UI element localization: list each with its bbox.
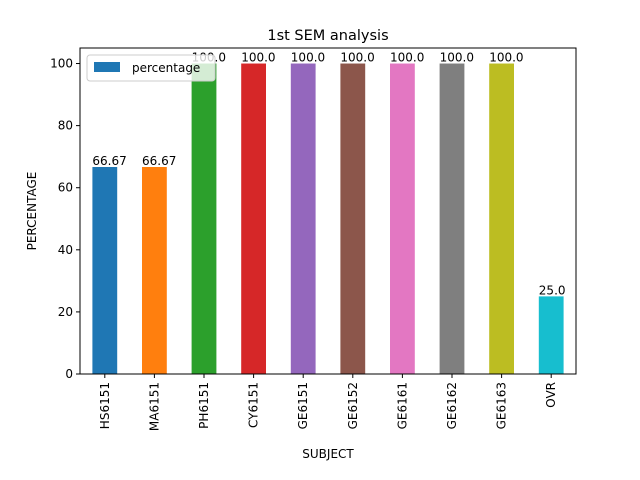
bar-ma6151 [142, 167, 167, 374]
x-tick-label: MA6151 [147, 382, 161, 431]
plot-area-frame [79, 47, 577, 375]
data-label: 100.0 [489, 51, 523, 65]
chart-title: 1st SEM analysis [267, 28, 388, 44]
legend-box [86, 54, 216, 82]
x-tick-label: GE6163 [495, 382, 509, 429]
y-tick-label: 20 [58, 305, 73, 319]
y-tick-label: 100 [50, 57, 73, 71]
bar-ge6163 [489, 63, 514, 375]
data-label: 25.0 [539, 283, 566, 297]
bar-hs6151 [92, 167, 118, 374]
y-tick-label: 80 [58, 119, 73, 133]
x-tick-label: CY6151 [247, 382, 261, 428]
y-tick-label: 40 [58, 243, 73, 257]
bar-cy6151 [241, 63, 266, 375]
bar-ge6152 [340, 63, 366, 375]
y-tick-label: 60 [58, 181, 73, 195]
bar-ge6162 [439, 63, 465, 375]
x-tick-label: GE6162 [445, 382, 459, 429]
y-axis-ticks: 0 20 40 60 80 100 [50, 57, 80, 381]
x-axis-ticks: HS6151 MA6151 PH6151 CY6151 GE6151 GE6152 GE61… [98, 374, 558, 431]
y-tick-label: 0 [65, 367, 73, 381]
x-axis-label: SUBJECT [302, 447, 354, 461]
data-labels: 66.67 66.67 100.0 100.0 100.0 100.0 100.0 100.0… [92, 51, 565, 298]
x-tick-label: PH6151 [197, 382, 211, 429]
data-label: 100.0 [291, 51, 325, 65]
data-label: 100.0 [340, 51, 374, 65]
bar-ovr [538, 296, 564, 374]
data-label: 66.67 [92, 154, 126, 168]
x-tick-label: OVR [544, 382, 558, 408]
bar-ph6151 [191, 63, 217, 375]
y-axis-label: PERCENTAGE [25, 172, 39, 251]
x-tick-label: HS6151 [98, 382, 112, 429]
bar-ge6151 [290, 63, 316, 375]
data-label: 100.0 [241, 51, 275, 65]
bars [92, 63, 564, 375]
data-label: 66.67 [142, 154, 176, 168]
bar-ge6161 [390, 63, 415, 375]
legend-swatch [94, 62, 120, 72]
data-label: 100.0 [390, 51, 424, 65]
legend: percentage [86, 54, 216, 82]
x-tick-label: GE6152 [346, 382, 360, 429]
x-tick-label: GE6151 [296, 382, 310, 429]
x-tick-label: GE6161 [395, 382, 409, 429]
data-label: 100.0 [440, 51, 474, 65]
legend-label: percentage [132, 61, 200, 75]
